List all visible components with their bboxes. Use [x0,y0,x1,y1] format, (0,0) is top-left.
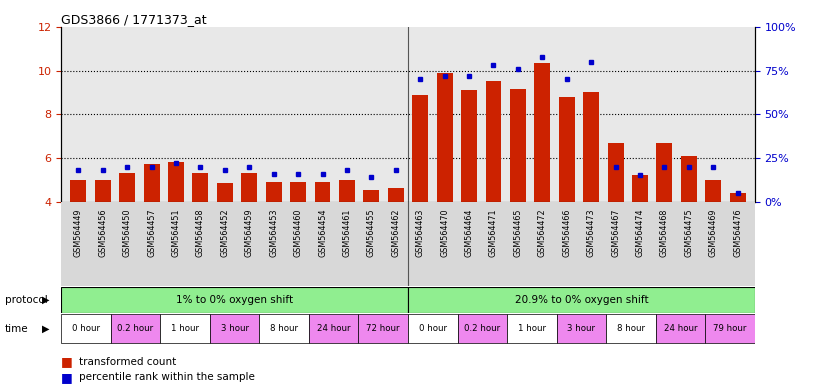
Bar [61,287,408,313]
Text: GSM564474: GSM564474 [636,209,645,257]
Bar [632,175,648,202]
Bar [408,314,458,343]
Text: time: time [5,324,29,334]
Bar [309,314,358,343]
Text: GSM564471: GSM564471 [489,209,498,257]
Bar [70,180,86,202]
Text: GSM564462: GSM564462 [392,209,401,257]
Bar [461,90,477,202]
Bar [242,173,257,202]
Text: 1% to 0% oxygen shift: 1% to 0% oxygen shift [176,295,293,305]
Text: 0.2 hour: 0.2 hour [118,324,153,333]
Bar [217,183,233,202]
Text: GSM564457: GSM564457 [147,209,156,257]
Bar [61,314,111,343]
Text: ■: ■ [61,355,73,368]
Bar [339,180,355,202]
Text: GSM564465: GSM564465 [513,209,522,257]
Text: 3 hour: 3 hour [220,324,249,333]
Bar [705,314,755,343]
Bar [656,314,705,343]
Bar [210,314,259,343]
Text: ▶: ▶ [42,324,50,334]
Bar [259,314,309,343]
Bar [290,182,306,202]
Text: percentile rank within the sample: percentile rank within the sample [79,372,255,382]
Text: 24 hour: 24 hour [317,324,350,333]
Text: transformed count: transformed count [79,357,176,367]
Bar [657,142,672,202]
Bar [705,180,721,202]
Text: 0.2 hour: 0.2 hour [464,324,500,333]
Text: GSM564452: GSM564452 [220,209,229,257]
Text: 1 hour: 1 hour [518,324,546,333]
Text: 0 hour: 0 hour [72,324,100,333]
Bar [608,142,623,202]
Text: ■: ■ [61,371,73,384]
Bar [437,73,453,202]
Text: 20.9% to 0% oxygen shift: 20.9% to 0% oxygen shift [515,295,648,305]
Bar [557,314,606,343]
Text: GSM564449: GSM564449 [73,209,82,257]
Text: GDS3866 / 1771373_at: GDS3866 / 1771373_at [61,13,206,26]
Bar [193,173,208,202]
Text: GSM564463: GSM564463 [415,209,424,257]
Text: 8 hour: 8 hour [270,324,298,333]
Text: GSM564454: GSM564454 [318,209,327,257]
Text: GSM564476: GSM564476 [734,209,743,257]
Text: 8 hour: 8 hour [617,324,645,333]
Text: protocol: protocol [5,295,47,305]
Text: 72 hour: 72 hour [366,324,400,333]
Text: GSM564470: GSM564470 [440,209,449,257]
Bar [507,314,557,343]
Text: 1 hour: 1 hour [171,324,199,333]
Text: GSM564467: GSM564467 [611,209,620,257]
Text: GSM564472: GSM564472 [538,209,547,257]
Text: ▶: ▶ [42,295,50,305]
Bar [119,173,135,202]
Bar [111,314,160,343]
Text: GSM564464: GSM564464 [464,209,473,257]
Text: GSM564473: GSM564473 [587,209,596,257]
Bar [168,162,184,202]
Text: GSM564469: GSM564469 [709,209,718,257]
Bar [412,94,428,202]
Text: 79 hour: 79 hour [713,324,747,333]
Text: GSM564466: GSM564466 [562,209,571,257]
Text: GSM564456: GSM564456 [98,209,107,257]
Text: 0 hour: 0 hour [419,324,447,333]
Text: GSM564451: GSM564451 [171,209,180,257]
Text: GSM564460: GSM564460 [294,209,303,257]
Bar [559,97,574,202]
Bar [681,156,697,202]
Text: GSM564461: GSM564461 [343,209,352,257]
Bar [510,89,526,202]
Bar [144,164,159,202]
Bar [408,287,755,313]
Bar [358,314,408,343]
Bar [606,314,656,343]
Bar [388,189,404,202]
Text: GSM564459: GSM564459 [245,209,254,257]
Text: GSM564453: GSM564453 [269,209,278,257]
Bar [95,180,111,202]
Text: 24 hour: 24 hour [663,324,697,333]
Text: GSM564450: GSM564450 [122,209,131,257]
Text: GSM564468: GSM564468 [660,209,669,257]
Bar [534,63,550,202]
Text: 3 hour: 3 hour [567,324,596,333]
Bar [486,81,501,202]
Bar [363,190,379,202]
Text: GSM564475: GSM564475 [685,209,694,257]
Bar [583,93,599,202]
Bar [160,314,210,343]
Text: GSM564458: GSM564458 [196,209,205,257]
Bar [730,193,746,202]
Text: GSM564455: GSM564455 [367,209,376,257]
Bar [315,182,330,202]
Bar [458,314,507,343]
Bar [266,182,282,202]
